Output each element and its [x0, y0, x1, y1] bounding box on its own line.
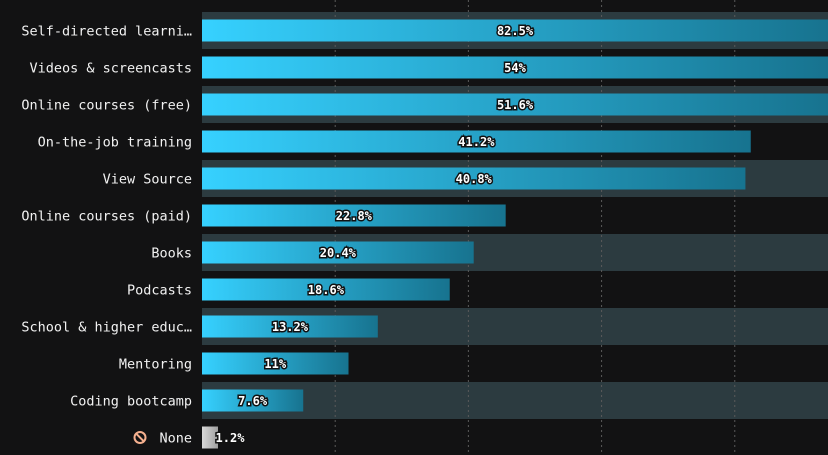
- value-label: 18.6%: [308, 283, 345, 297]
- category-label: School & higher educ…: [21, 320, 192, 336]
- value-label: 40.8%: [456, 172, 493, 186]
- value-label: 51.6%: [497, 98, 534, 112]
- bar: [202, 389, 304, 412]
- category-label: Online courses (free): [21, 98, 192, 114]
- bar: [202, 278, 450, 301]
- value-label: 20.4%: [320, 246, 357, 260]
- value-label: 1.2%: [216, 431, 246, 445]
- bar: [202, 241, 474, 264]
- bar: [202, 56, 828, 79]
- value-label: 13.2%: [272, 320, 309, 334]
- category-label: Coding bootcamp: [70, 394, 192, 410]
- value-label: 54%: [504, 61, 526, 75]
- value-labels: 82.5% 54% 51.6% 41.2% 40.8% 22.8% 20.4% 18.6% 13…: [214, 23, 535, 447]
- bar: [202, 130, 751, 153]
- prohibited-icon: [133, 431, 147, 444]
- category-label: None: [159, 431, 192, 447]
- category-label: Mentoring: [119, 357, 192, 373]
- bar: [202, 315, 378, 338]
- bar: [202, 204, 506, 227]
- bar: [202, 167, 746, 190]
- value-label: 41.2%: [458, 135, 495, 149]
- category-label: View Source: [103, 172, 192, 188]
- category-label: Videos & screencasts: [29, 61, 192, 77]
- category-label: Self-directed learni…: [21, 24, 192, 40]
- bar: [202, 352, 349, 375]
- bar: [202, 93, 828, 116]
- category-label: Online courses (paid): [21, 209, 192, 225]
- category-label: On-the-job training: [38, 135, 192, 151]
- value-label: 11%: [264, 357, 286, 371]
- bar: [202, 426, 218, 449]
- category-label: Books: [151, 246, 192, 262]
- value-label: 7.6%: [238, 394, 268, 408]
- value-label: 82.5%: [497, 24, 534, 38]
- bar: [202, 19, 828, 42]
- value-label: 22.8%: [336, 209, 373, 223]
- category-labels: Self-directed learni… Videos & screencast…: [21, 24, 192, 447]
- row-band: [202, 382, 828, 419]
- category-label: Podcasts: [127, 283, 192, 299]
- bars: [202, 19, 828, 449]
